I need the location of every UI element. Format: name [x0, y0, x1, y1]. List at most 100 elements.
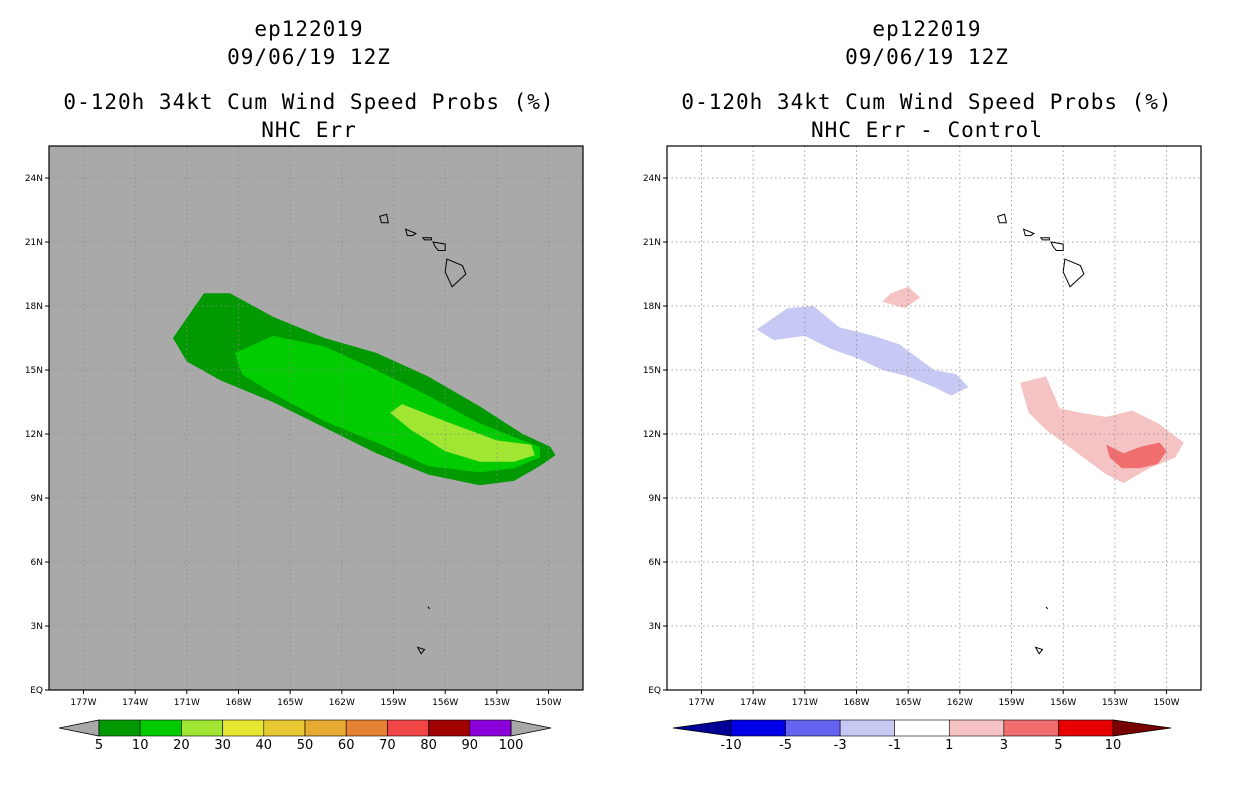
colorbar-over-arrow	[510, 719, 552, 737]
colorbar-label: 10	[132, 738, 149, 753]
left-panel: ep122019 09/06/19 12Z 0-120h 34kt Cum Wi…	[25, 17, 584, 753]
x-tick-label: 174W	[122, 698, 148, 708]
datetime-title: 09/06/19 12Z	[227, 45, 391, 69]
y-tick-label: 6N	[649, 558, 661, 568]
colorbar-swatch	[948, 719, 1005, 737]
storm-id-title: ep122019	[872, 17, 982, 41]
x-tick-label: 150W	[536, 698, 562, 708]
x-tick-label: 165W	[277, 698, 303, 708]
island-outline	[404, 228, 417, 237]
colorbar-label: -1	[888, 738, 901, 753]
contour-level-20	[390, 404, 535, 462]
colorbar-swatch	[304, 719, 347, 737]
y-tick-label: 18N	[25, 302, 43, 312]
y-tick-label: 6N	[31, 558, 43, 568]
x-tick-label: 168W	[225, 698, 251, 708]
x-tick-label: 156W	[432, 698, 458, 708]
colorbar-label: -5	[779, 738, 792, 753]
right-panel: ep122019 09/06/19 12Z 0-120h 34kt Cum Wi…	[618, 0, 1236, 800]
colorbar-swatch	[785, 719, 841, 737]
y-tick-label: 21N	[643, 238, 661, 248]
colorbar-label: -3	[834, 738, 847, 753]
colorbar-label: 100	[499, 738, 524, 753]
island-outline	[421, 237, 432, 241]
colorbar-swatch	[181, 719, 223, 737]
y-tick-label: 24N	[25, 174, 43, 184]
colorbar-swatch	[139, 719, 182, 737]
x-tick-label: 153W	[1102, 698, 1128, 708]
colorbar-label: 10	[1105, 738, 1122, 753]
colorbar-label: 1	[945, 738, 953, 753]
island-outline	[427, 606, 431, 610]
y-tick-label: 24N	[643, 174, 661, 184]
y-tick-label: 21N	[25, 238, 43, 248]
y-tick-label: 9N	[31, 494, 43, 504]
colorbar-label: 90	[462, 738, 479, 753]
x-tick-label: 165W	[895, 698, 921, 708]
x-tick-label: 177W	[70, 698, 96, 708]
x-tick-label: 174W	[740, 698, 766, 708]
colorbar-label: 80	[420, 738, 437, 753]
colorbar-swatch	[428, 719, 471, 737]
colorbar-swatch	[839, 719, 896, 737]
colorbar-label: 3	[1000, 738, 1008, 753]
colorbar-swatch	[222, 719, 265, 737]
y-tick-label: 3N	[649, 622, 661, 632]
y-tick-label: 15N	[643, 366, 661, 376]
y-tick-label: 9N	[649, 494, 661, 504]
colorbar-swatch	[1058, 719, 1114, 737]
chart-title: 0-120h 34kt Cum Wind Speed Probs (%)	[63, 90, 555, 114]
colorbar-label: 5	[1054, 738, 1062, 753]
chart-title: 0-120h 34kt Cum Wind Speed Probs (%)	[681, 90, 1173, 114]
plot-frame	[48, 145, 584, 691]
island-outline	[432, 241, 446, 251]
map-plot-left: 177W 174W 171W 168W 165W 162W 159W 156W 153W 150W…	[25, 145, 584, 708]
colorbar-right: -10 -5 -3 -1 1 3 5 10	[672, 719, 1172, 753]
colorbar-swatch	[98, 719, 141, 737]
colorbar-label: 5	[95, 738, 103, 753]
colorbar-label: 50	[297, 738, 314, 753]
colorbar-label: 30	[214, 738, 231, 753]
x-tick-label: 171W	[792, 698, 818, 708]
island-outline	[1034, 646, 1044, 655]
island-outline	[1062, 258, 1085, 288]
colorbar-label: 40	[256, 738, 273, 753]
island-outline	[379, 213, 389, 224]
colorbar-under-arrow	[58, 719, 100, 737]
y-tick-label: 12N	[25, 430, 43, 440]
x-tick-label: 156W	[1050, 698, 1076, 708]
colorbar-swatch	[263, 719, 306, 737]
island-outline	[997, 213, 1007, 224]
colorbar-swatch	[730, 719, 786, 737]
island-outline	[1050, 241, 1064, 251]
colorbar-left: 5 10 20 30 40 50 60 70 80 90 100	[58, 719, 552, 753]
colorbar-under-arrow	[672, 719, 732, 737]
colorbar-over-arrow	[1112, 719, 1172, 737]
island-outline	[1039, 237, 1050, 241]
colorbar-label: -10	[720, 738, 741, 753]
island-outline	[416, 646, 426, 655]
map-plot-right: 177W 174W 171W 168W 165W 162W 159W 156W 153W 150W…	[643, 145, 1202, 708]
x-tick-label: 168W	[843, 698, 869, 708]
y-tick-label: 3N	[31, 622, 43, 632]
y-tick-label: 18N	[643, 302, 661, 312]
island-outline	[1045, 606, 1049, 610]
x-tick-label: 159W	[380, 698, 406, 708]
x-tick-label: 162W	[329, 698, 355, 708]
plot-frame	[666, 145, 1202, 691]
x-tick-label: 153W	[484, 698, 510, 708]
y-tick-label: EQ	[30, 686, 43, 696]
colorbar-label: 20	[173, 738, 190, 753]
colorbar-swatch	[387, 719, 429, 737]
colorbar-swatch	[345, 719, 388, 737]
island-outline	[1022, 228, 1035, 237]
chart-subtitle: NHC Err - Control	[811, 118, 1043, 142]
chart-subtitle: NHC Err	[261, 118, 357, 142]
x-tick-label: 162W	[947, 698, 973, 708]
contour-level-3	[1106, 442, 1167, 469]
colorbar-label: 60	[338, 738, 355, 753]
x-tick-label: 171W	[174, 698, 200, 708]
y-tick-label: 12N	[643, 430, 661, 440]
colorbar-swatch	[894, 719, 950, 737]
contour-level--3	[756, 306, 969, 396]
